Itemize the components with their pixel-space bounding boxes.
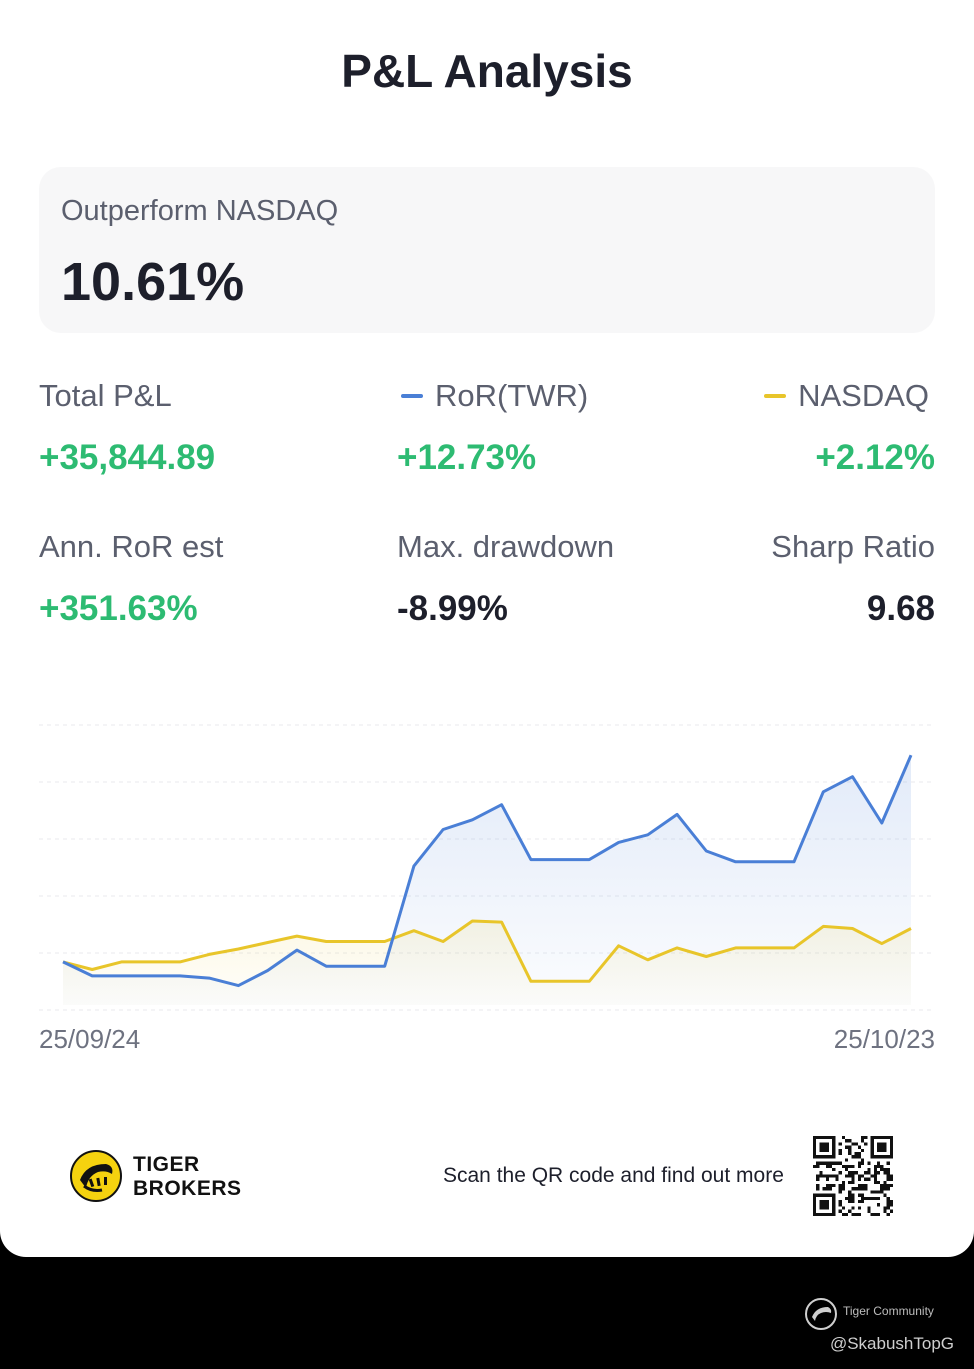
outperform-label: Outperform NASDAQ	[61, 195, 339, 227]
ror-legend-icon	[401, 393, 423, 398]
ror-label: RoR(TWR)	[435, 378, 589, 413]
sharp-ratio-label: Sharp Ratio	[771, 529, 935, 564]
ann-ror-label: Ann. RoR est	[39, 529, 224, 564]
nasdaq-value: +2.12%	[815, 438, 935, 477]
pl-analysis-card: P&L Analysis Outperform NASDAQ 10.61% To…	[0, 0, 974, 1257]
pl-line-chart	[39, 724, 935, 1011]
nasdaq-series-line	[62, 919, 912, 983]
brand-line-2: BROKERS	[133, 1177, 242, 1200]
max-drawdown-label: Max. drawdown	[397, 529, 615, 564]
community-watermark: Tiger Community @SkabushTopG	[804, 1297, 954, 1357]
x-axis-start-label: 25/09/24	[39, 1024, 141, 1054]
nasdaq-legend-icon	[764, 393, 787, 398]
nasdaq-label: NASDAQ	[798, 378, 929, 413]
brand-name: TIGER BROKERS	[133, 1153, 242, 1201]
qr-code[interactable]	[813, 1136, 893, 1216]
metric-total-pl: Total P&L	[39, 378, 172, 414]
total-pl-label: Total P&L	[39, 378, 172, 413]
community-label: Tiger Community	[843, 1304, 934, 1318]
max-drawdown-value: -8.99%	[397, 589, 508, 628]
outperform-panel: Outperform NASDAQ 10.61%	[39, 167, 935, 333]
ror-value: +12.73%	[397, 438, 537, 477]
metric-nasdaq: NASDAQ	[764, 378, 929, 414]
brand-line-1: TIGER	[133, 1153, 200, 1176]
ror-series-line	[62, 754, 913, 988]
ror-area	[63, 755, 911, 1005]
total-pl-value: +35,844.89	[39, 438, 216, 477]
metric-ror: RoR(TWR)	[401, 378, 588, 414]
tiger-community-logo-icon	[805, 1298, 837, 1330]
scan-qr-text: Scan the QR code and find out more	[443, 1164, 784, 1187]
page-title: P&L Analysis	[341, 45, 633, 97]
community-handle: @SkabushTopG	[829, 1334, 954, 1353]
tiger-brokers-logo-icon	[70, 1150, 122, 1202]
ann-ror-value: +351.63%	[39, 589, 198, 628]
x-axis-end-label: 25/10/23	[833, 1024, 935, 1054]
outperform-value: 10.61%	[61, 252, 245, 312]
sharp-ratio-value: 9.68	[866, 589, 935, 628]
